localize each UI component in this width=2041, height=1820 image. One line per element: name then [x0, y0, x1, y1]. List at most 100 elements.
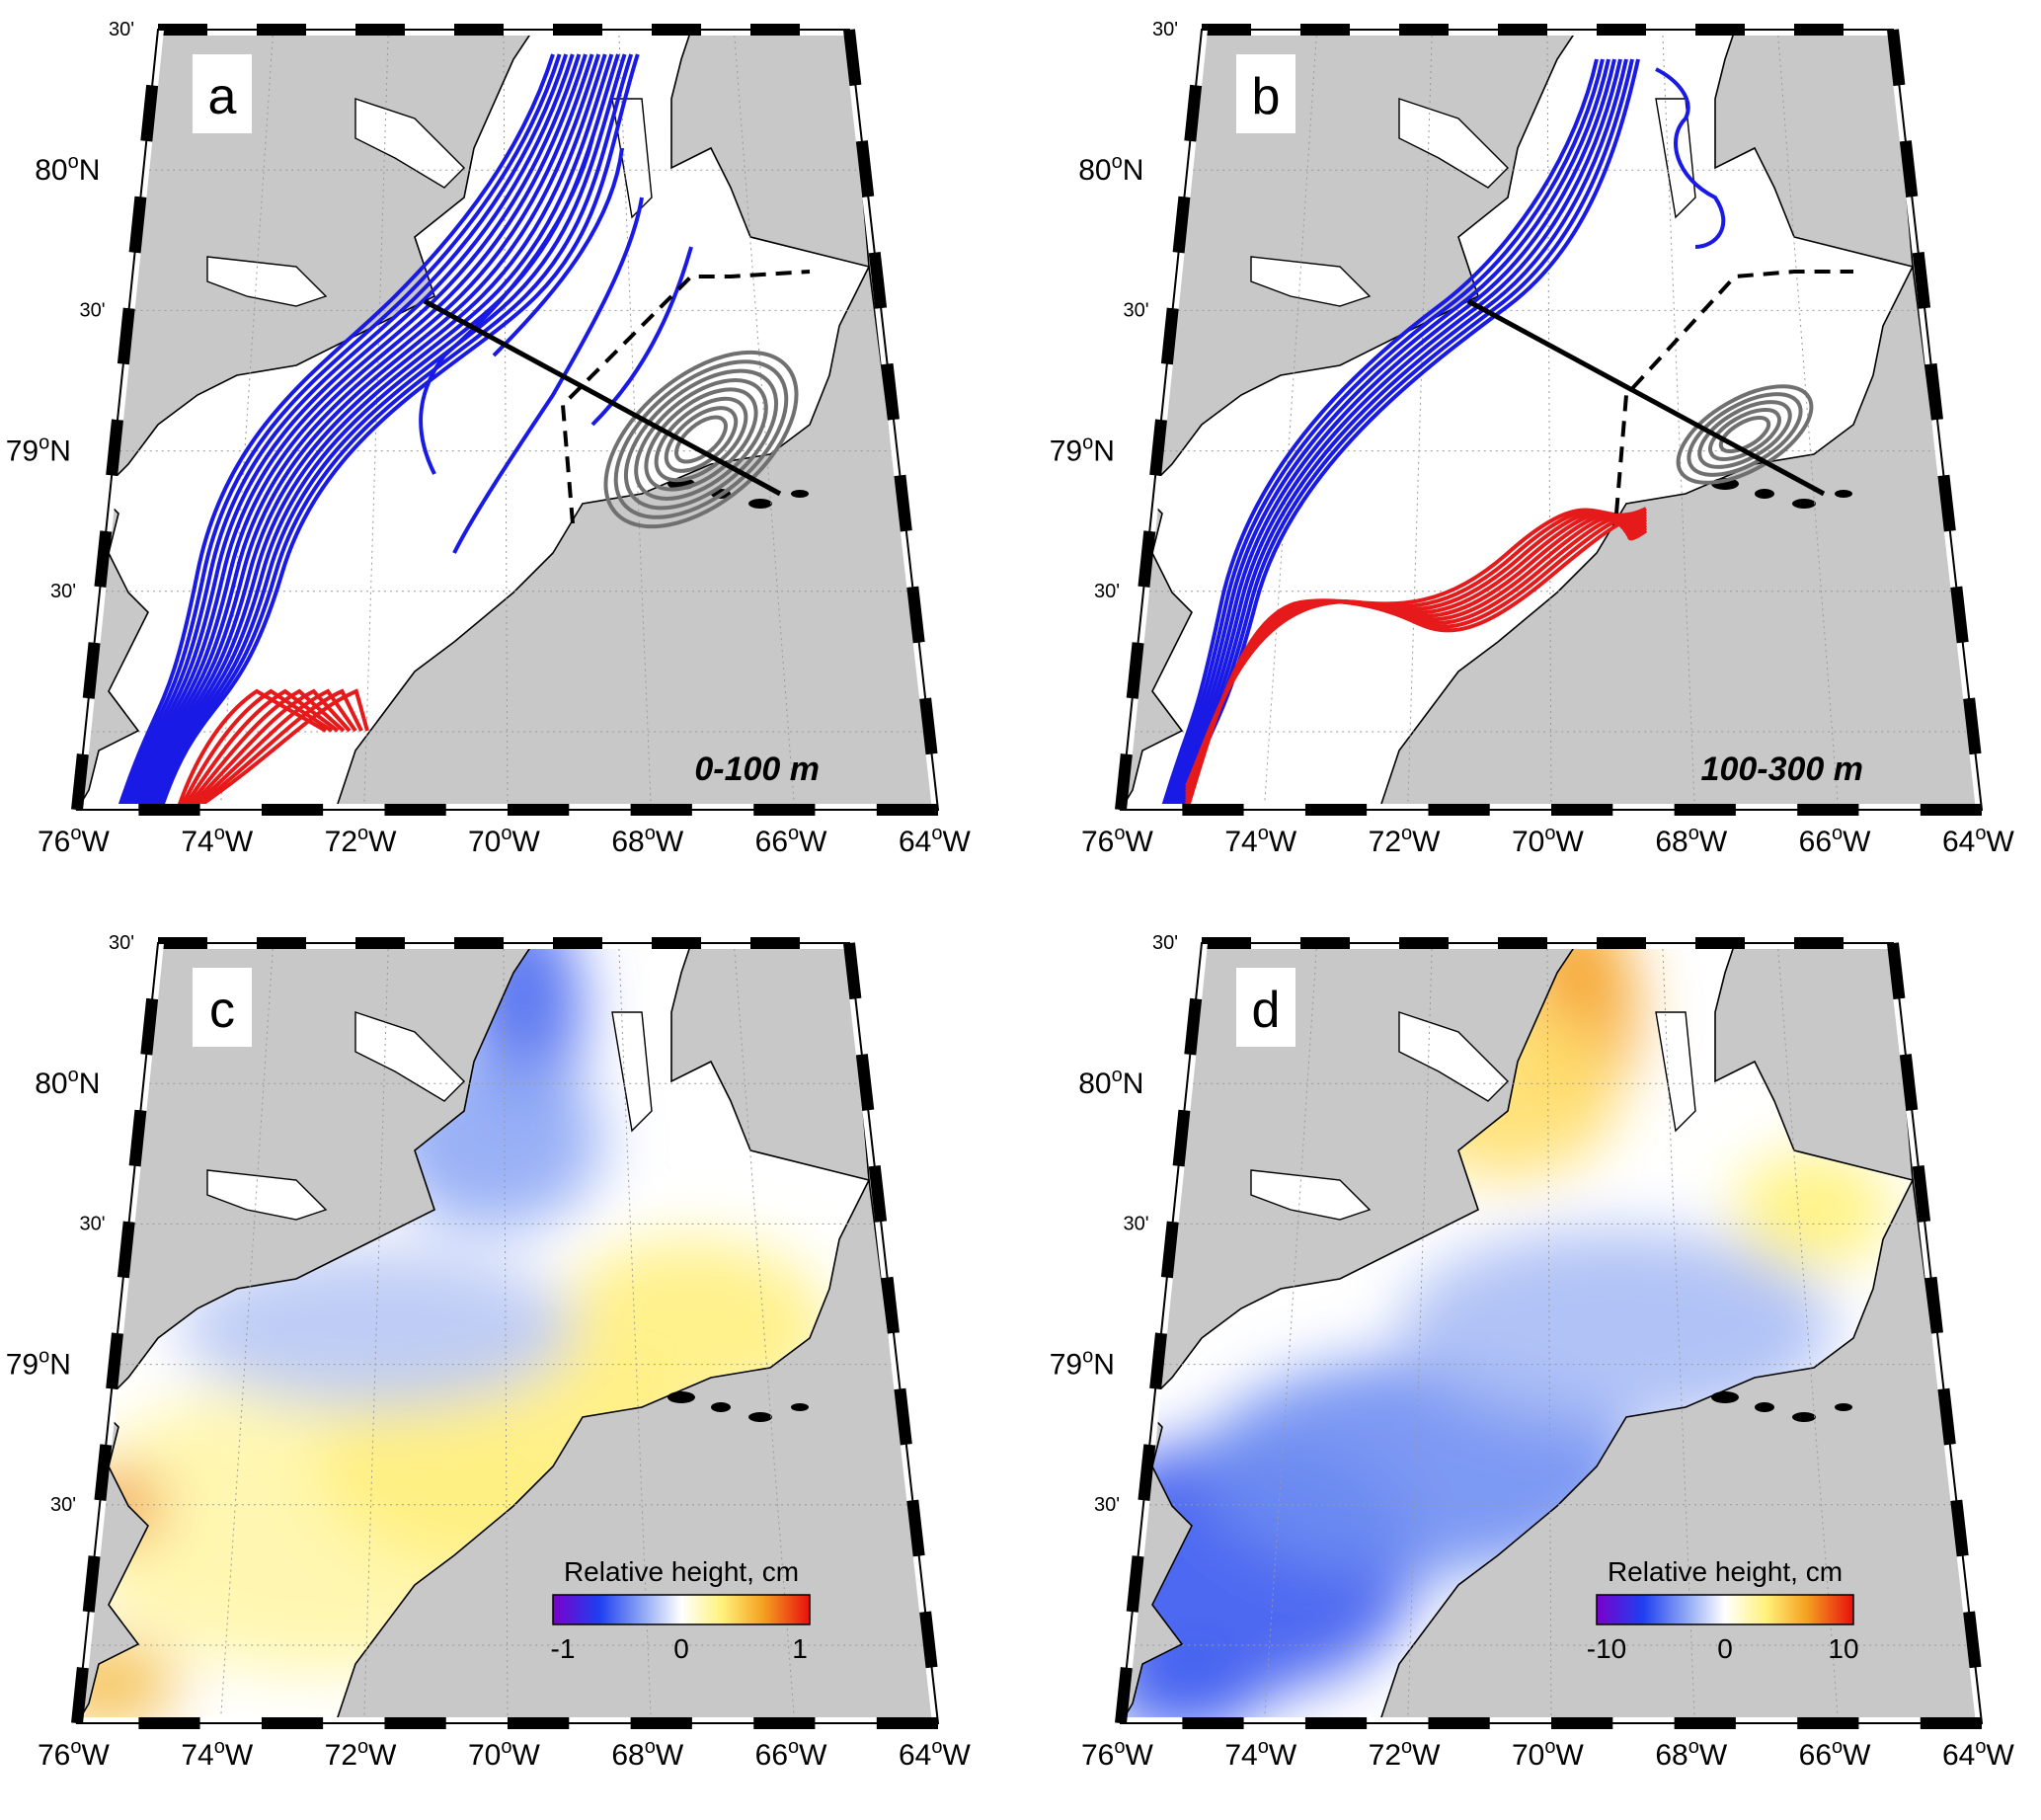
- northward-streamline: [191, 688, 363, 810]
- lat-tick-label: 79oN: [6, 1346, 71, 1382]
- lat-tick-label: 79oN: [6, 433, 71, 468]
- panel-d: 76oW 74oW 72oW 70oW 68oW 66oW 64oW 80oN 79oN 30' 3…: [1050, 932, 2015, 1772]
- lon-tick-label: 72oW: [1369, 823, 1442, 858]
- panel-letter: c: [209, 982, 235, 1039]
- lon-tick-label: 64oW: [1942, 1736, 2015, 1772]
- southward-streamline: [1181, 58, 1640, 810]
- eddy-contour: [603, 350, 799, 529]
- eddy-contour: [613, 359, 789, 519]
- half-lat-label: 30': [79, 299, 105, 321]
- southward-streamline: [419, 137, 594, 475]
- fjord-inlet: [206, 256, 328, 307]
- southward-streamline: [126, 53, 575, 810]
- lon-tick-label: 68oW: [611, 823, 684, 858]
- map-area: [1121, 30, 1982, 810]
- southward-streamline: [132, 53, 588, 810]
- eddy-contour: [1676, 384, 1814, 485]
- northward-streamline: [178, 688, 334, 810]
- lon-tick-label: 74oW: [181, 823, 253, 858]
- meridian-line: [733, 943, 796, 1723]
- colorbar-tick-label: 10: [1828, 1633, 1858, 1664]
- map-frame: [1119, 29, 1984, 811]
- lon-tick-label: 68oW: [1655, 1736, 1728, 1772]
- lon-tick-label: 66oW: [755, 1736, 828, 1772]
- northward-streamline: [186, 688, 352, 810]
- island: [1835, 490, 1852, 498]
- southward-streamline: [129, 53, 582, 810]
- southward-streamline: [1655, 67, 1726, 249]
- section-line: [1466, 298, 1826, 497]
- lon-tick-label: 68oW: [611, 1736, 684, 1772]
- lon-tick-label: 66oW: [755, 823, 828, 858]
- fjord-inlet: [1398, 98, 1509, 189]
- southward-streamline: [1169, 58, 1616, 810]
- lat-tick-label: 80oN: [35, 151, 100, 187]
- map-frame: [1119, 942, 1984, 1724]
- colorbar-tick-label: 0: [673, 1633, 689, 1664]
- eddy-contour: [1708, 408, 1781, 461]
- land-mass: [334, 1177, 938, 1723]
- lon-tick-label: 72oW: [1369, 1736, 1442, 1772]
- southward-streamline: [117, 53, 555, 810]
- half-lat-label: 30': [79, 1213, 105, 1234]
- lon-tick-label: 68oW: [1655, 823, 1728, 858]
- southward-streamline: [452, 197, 644, 554]
- half-lat-label: 30': [1094, 1494, 1120, 1516]
- lon-tick-label: 64oW: [1942, 823, 2015, 858]
- map-area: [77, 943, 938, 1723]
- panel-letter-box: [1236, 968, 1295, 1047]
- lon-tick-label: 72oW: [325, 1736, 398, 1772]
- lon-tick-label: 76oW: [1081, 823, 1154, 858]
- island: [711, 1402, 731, 1412]
- lon-tick-label: 76oW: [38, 823, 111, 858]
- panel-b: 76oW 74oW 72oW 70oW 68oW 66oW 64oW 80oN 79oN 30' 3…: [1050, 19, 2015, 858]
- lat-tick-label: 80oN: [1078, 151, 1143, 187]
- fjord-inlet: [1250, 256, 1372, 307]
- fjord-inlet: [354, 1011, 465, 1102]
- section-line: [423, 298, 782, 497]
- island: [667, 1391, 695, 1403]
- fjord-inlet: [354, 98, 465, 189]
- colorbar-tick-label: 1: [792, 1633, 808, 1664]
- height-anomaly-patch: [178, 1249, 573, 1407]
- panel-letter-box: [193, 54, 252, 133]
- southward-streamline: [1166, 58, 1610, 810]
- half-lat-label: 30': [1152, 932, 1178, 954]
- half-lat-label: 30': [1123, 1213, 1148, 1234]
- height-anomaly-patch: [77, 1639, 178, 1723]
- lon-tick-label: 76oW: [1081, 1736, 1154, 1772]
- fjord-inlet: [206, 1169, 328, 1221]
- northward-streamline: [193, 688, 369, 810]
- panel-a: 76oW 74oW 72oW 70oW 68oW 66oW 64oW 80oN 79oN 30' 3…: [6, 19, 972, 858]
- panel-letter: a: [208, 68, 237, 125]
- half-lat-label: 30': [1123, 299, 1148, 321]
- lat-tick-label: 80oN: [35, 1065, 100, 1100]
- panel-letter: d: [1252, 982, 1281, 1039]
- lon-tick-label: 76oW: [38, 1736, 111, 1772]
- island: [1755, 1402, 1774, 1412]
- half-lat-label: 30': [1094, 581, 1120, 602]
- colorbar: [1596, 1594, 1854, 1625]
- southward-streamline: [152, 53, 627, 810]
- southward-streamline: [142, 53, 607, 810]
- southward-streamline: [1160, 58, 1599, 810]
- colorbar-title: Relative height, cm: [564, 1556, 799, 1587]
- lon-tick-label: 66oW: [1799, 1736, 1872, 1772]
- colorbar: [552, 1594, 811, 1625]
- study-region-outline: [560, 270, 811, 524]
- panel-letter-box: [193, 968, 252, 1047]
- fjord-inlet: [1398, 1011, 1509, 1102]
- southward-streamline: [492, 147, 624, 357]
- southward-streamline: [122, 53, 569, 810]
- island: [748, 1412, 772, 1422]
- half-lat-label: 30': [109, 932, 134, 954]
- northward-streamline: [176, 688, 327, 810]
- lon-tick-label: 70oW: [1512, 1736, 1585, 1772]
- eddy-contour: [644, 387, 758, 492]
- island: [1711, 1391, 1739, 1403]
- southward-streamline: [119, 53, 562, 810]
- lon-tick-label: 70oW: [468, 1736, 541, 1772]
- half-lat-label: 30': [109, 19, 134, 40]
- eddy-contour: [634, 378, 768, 501]
